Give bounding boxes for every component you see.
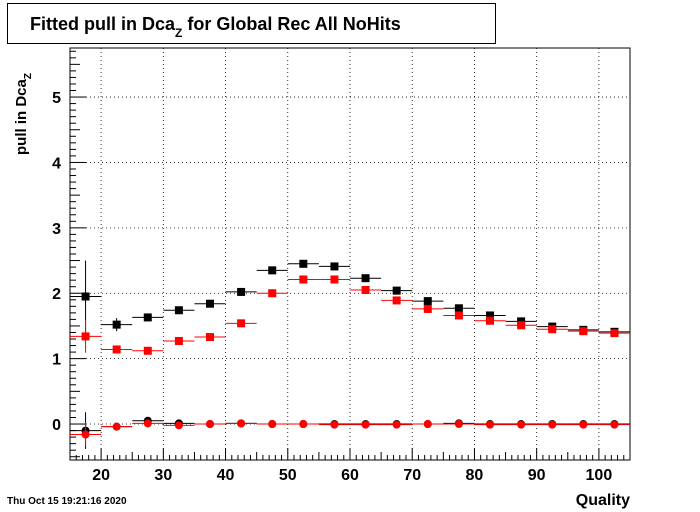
data-marks — [70, 259, 630, 449]
y-tick-label: 5 — [52, 90, 61, 107]
data-point-square — [392, 296, 401, 305]
x-tick-label: 90 — [528, 467, 546, 484]
data-point-square — [392, 286, 401, 295]
data-point-square — [517, 321, 526, 330]
plot-frame — [69, 47, 631, 461]
x-tick-label: 20 — [92, 467, 110, 484]
data-point-circle — [454, 420, 463, 429]
title-box: Fitted pull in DcaZ for Global Rec All N… — [7, 3, 496, 44]
data-point-circle — [299, 420, 308, 429]
data-point-square — [299, 259, 308, 268]
x-tick-label: 40 — [217, 467, 235, 484]
series-1 — [70, 275, 630, 355]
data-point-square — [330, 275, 339, 284]
data-point-square — [361, 285, 370, 294]
data-point-square — [81, 332, 90, 341]
data-point-circle — [486, 420, 494, 429]
data-point-circle — [423, 420, 432, 429]
x-tick-label: 60 — [341, 467, 359, 484]
data-point-square — [486, 311, 494, 320]
data-point-square — [299, 275, 308, 284]
x-axis-label: Quality — [575, 492, 630, 509]
timestamp: Thu Oct 15 19:21:16 2020 — [7, 496, 127, 507]
data-point-circle — [237, 419, 246, 428]
x-tick-label: 70 — [403, 467, 421, 484]
y-tick-label: 3 — [52, 221, 61, 238]
data-point-square — [486, 316, 494, 325]
data-point-square — [81, 292, 90, 301]
x-tick-label: 100 — [586, 467, 613, 484]
data-point-circle — [330, 420, 339, 429]
data-point-square — [112, 345, 121, 354]
data-point-circle — [143, 419, 152, 428]
y-tick-label: 2 — [52, 286, 61, 303]
data-point-circle — [206, 420, 214, 429]
data-point-circle — [81, 430, 90, 439]
data-point-square — [548, 325, 557, 334]
data-point-square — [237, 287, 246, 296]
y-tick-label: 4 — [52, 155, 61, 172]
data-point-square — [268, 266, 277, 275]
data-point-square — [454, 304, 463, 313]
data-point-circle — [610, 420, 619, 429]
data-point-square — [330, 262, 339, 271]
data-point-circle — [392, 420, 401, 429]
grid — [70, 48, 630, 460]
data-point-square — [143, 346, 152, 355]
data-point-square — [579, 327, 588, 336]
data-point-square — [174, 336, 183, 345]
data-point-circle — [579, 420, 588, 429]
data-point-square — [454, 311, 463, 320]
data-point-square — [143, 313, 152, 322]
data-point-square — [112, 320, 121, 329]
x-tick-label: 30 — [154, 467, 172, 484]
y-tick-label: 0 — [52, 417, 61, 434]
data-point-circle — [268, 420, 277, 429]
y-tick-label: 1 — [52, 352, 61, 369]
tick-labels: 20 30 40 50 60 70 80 90 100 0 1 2 3 4 5 — [52, 90, 612, 484]
data-point-square — [361, 274, 370, 283]
data-point-square — [174, 306, 183, 315]
data-point-circle — [361, 420, 370, 429]
data-point-square — [237, 319, 246, 328]
series-2 — [70, 412, 630, 449]
data-point-circle — [517, 420, 526, 429]
data-point-square — [206, 333, 214, 342]
data-point-square — [423, 304, 432, 313]
data-point-circle — [548, 420, 557, 429]
data-point-square — [423, 297, 432, 306]
data-point-circle — [174, 421, 183, 430]
data-point-square — [206, 299, 214, 308]
data-point-square — [610, 329, 619, 338]
x-tick-label: 50 — [279, 467, 297, 484]
data-point-square — [268, 289, 277, 298]
chart-title: Fitted pull in DcaZ for Global Rec All N… — [30, 14, 401, 40]
series-3 — [70, 419, 630, 447]
y-axis-label: pull in DcaZ — [13, 73, 34, 155]
axis-ticks — [70, 50, 625, 460]
x-tick-label: 80 — [466, 467, 484, 484]
data-point-circle — [112, 422, 121, 431]
